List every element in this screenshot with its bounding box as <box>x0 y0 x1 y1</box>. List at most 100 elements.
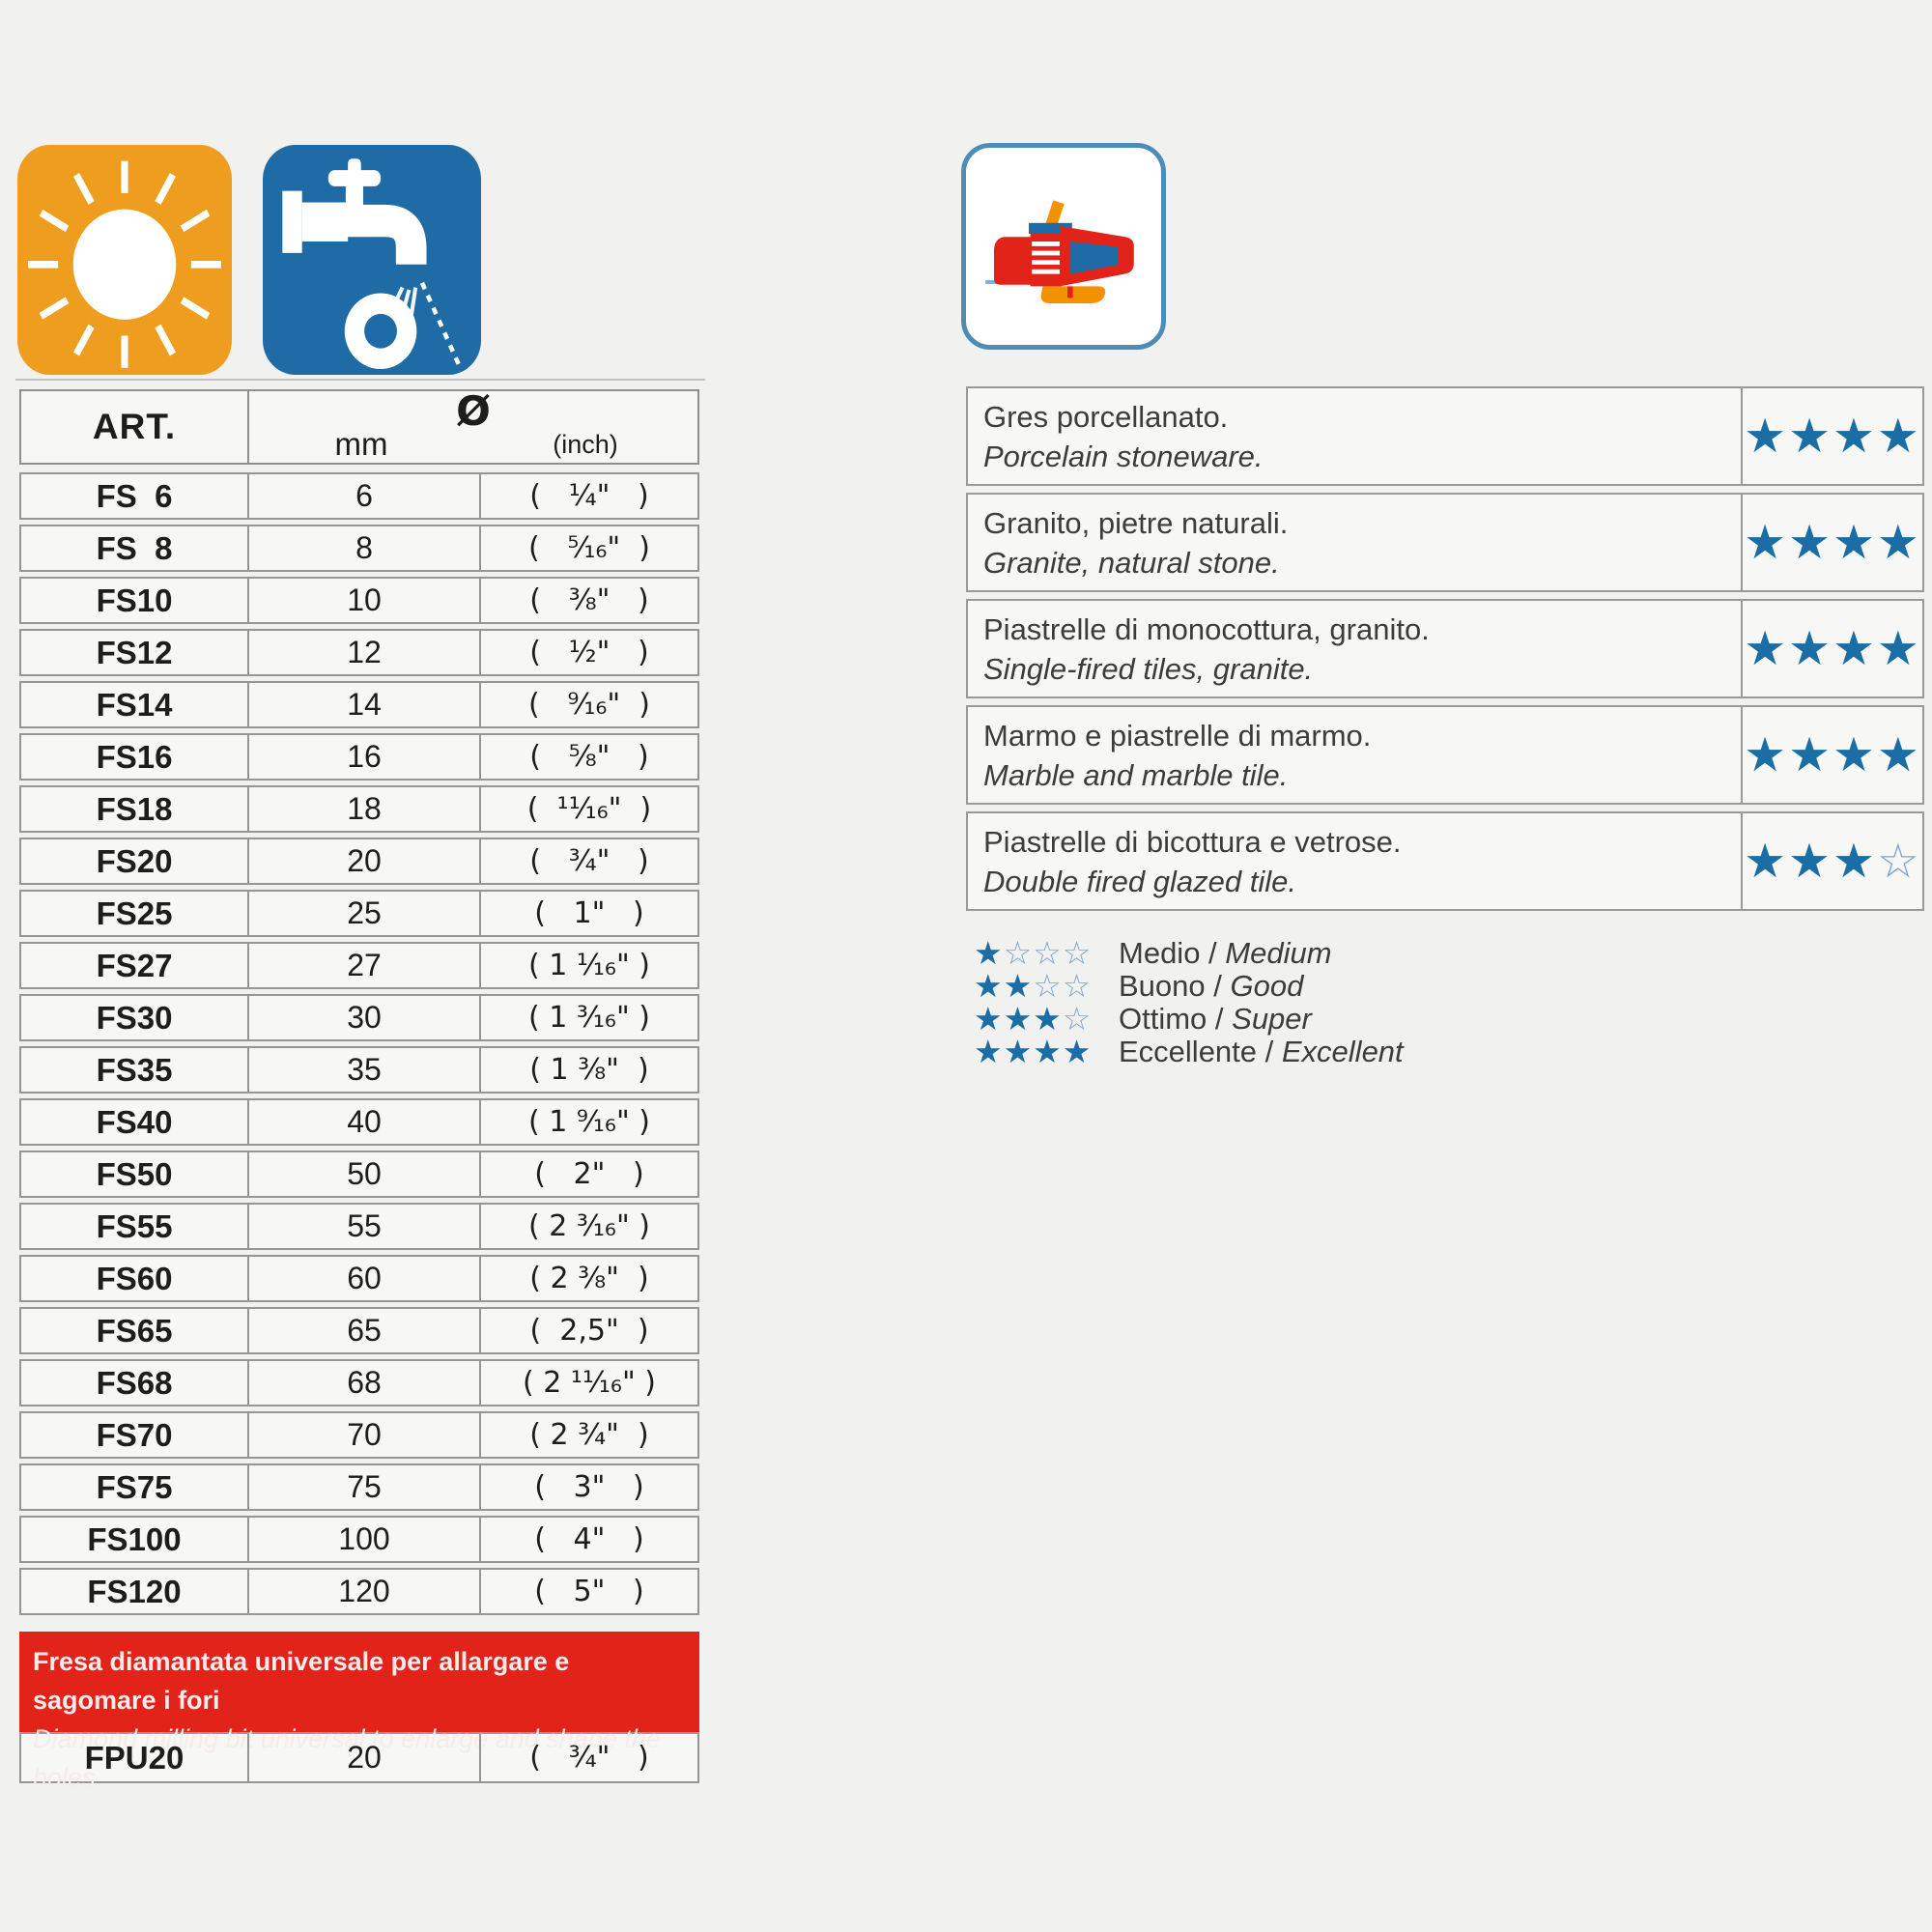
table-row: FS 6 6 ( ¹⁄₄" ) <box>19 472 699 520</box>
rating-row: Gres porcellanato. Porcelain stoneware. … <box>966 386 1924 486</box>
diameter-mm-value: 35 <box>249 1048 481 1092</box>
star-rating: ★★★★ <box>1741 601 1922 696</box>
article-code: FS70 <box>21 1413 249 1457</box>
table-row: FS27 27 ( 1 ¹⁄₁₆" ) <box>19 942 699 989</box>
material-name: Gres porcellanato. Porcelain stoneware. <box>968 388 1741 484</box>
column-header-mm: mm <box>334 426 388 462</box>
table-row: FS40 40 ( 1 ⁹⁄₁₆" ) <box>19 1098 699 1146</box>
diameter-mm-value: 120 <box>249 1570 481 1613</box>
diameter-symbol: Ø <box>456 387 491 435</box>
diameter-mm-value: 100 <box>249 1518 481 1561</box>
diameter-mm-value: 55 <box>249 1205 481 1248</box>
diameter-mm-value: 18 <box>249 787 481 831</box>
material-name-english: Single-fired tiles, granite. <box>983 652 1314 686</box>
diameter-inch-value: ( 2 ³⁄₁₆" ) <box>528 1209 650 1243</box>
legend-separator: / <box>1205 969 1231 1003</box>
diameter-mm-value: 68 <box>249 1361 481 1405</box>
diameter-inch-value: ( ⁵⁄₁₆" ) <box>528 531 650 565</box>
diameter-inch-value: ( ¹⁄₄" ) <box>529 479 649 513</box>
filled-stars: ★★★ <box>974 1000 1063 1037</box>
article-code: FS18 <box>21 787 249 831</box>
table-row: FS12 12 ( ¹⁄₂" ) <box>19 629 699 676</box>
diameter-mm-value: 10 <box>249 579 481 622</box>
filled-stars: ★★★★ <box>1744 409 1921 464</box>
article-code: FS16 <box>21 735 249 779</box>
table-row: FS68 68 ( 2 ¹¹⁄₁₆" ) <box>19 1359 699 1406</box>
diameter-inch-value: ( ⁵⁄₈" ) <box>529 740 649 774</box>
article-code: FS12 <box>21 631 249 674</box>
legend-stars: ★☆☆☆ <box>974 937 1119 970</box>
legend-label-italian: Ottimo <box>1119 1002 1208 1036</box>
table-row: FS50 50 ( 2" ) <box>19 1151 699 1198</box>
diameter-mm-value: 65 <box>249 1309 481 1352</box>
filled-stars: ★★★★ <box>1744 727 1921 782</box>
legend-label-italian: Medio <box>1119 936 1201 970</box>
legend-label: Ottimo / Super <box>1119 1002 1312 1037</box>
legend-row: ★★★★ Eccellente / Excellent <box>974 1035 1404 1068</box>
table-row: FS30 30 ( 1 ³⁄₁₆" ) <box>19 994 699 1041</box>
diameter-inch-value: ( 1 ¹⁄₁₆" ) <box>528 949 650 982</box>
article-code: FS75 <box>21 1465 249 1509</box>
article-code: FS 6 <box>21 474 249 518</box>
table-row: FS60 60 ( 2 ³⁄₈" ) <box>19 1255 699 1302</box>
article-code: FS120 <box>21 1570 249 1613</box>
star-rating: ★★★★ <box>1741 495 1922 590</box>
material-name: Granito, pietre naturali. Granite, natur… <box>968 495 1741 590</box>
sun-icon <box>17 145 232 375</box>
article-code: FPU20 <box>21 1734 249 1781</box>
table-row: FS100 100 ( 4" ) <box>19 1516 699 1563</box>
diameter-mm-value: 14 <box>249 683 481 726</box>
diameter-inch-value: ( 2 ¹¹⁄₁₆" ) <box>522 1366 657 1400</box>
legend-label-english: Excellent <box>1281 1035 1404 1068</box>
article-code: FS 8 <box>21 526 249 570</box>
diameter-inch-value: ( ¹⁄₂" ) <box>529 636 649 669</box>
filled-stars: ★★★ <box>1744 834 1877 889</box>
legend-label-english: Medium <box>1225 936 1332 970</box>
diameter-mm-value: 75 <box>249 1465 481 1509</box>
table-row: FS16 16 ( ⁵⁄₈" ) <box>19 733 699 781</box>
legend-label-english: Super <box>1232 1002 1312 1036</box>
diameter-inch-value: ( 1 ⁹⁄₁₆" ) <box>528 1105 650 1139</box>
material-name-english: Porcelain stoneware. <box>983 440 1264 473</box>
material-name-english: Granite, natural stone. <box>983 546 1280 580</box>
diameter-mm-value: 40 <box>249 1100 481 1144</box>
article-code: FS35 <box>21 1048 249 1092</box>
table-row: FS14 14 ( ⁹⁄₁₆" ) <box>19 681 699 728</box>
diameter-mm-value: 12 <box>249 631 481 674</box>
table-row: FS70 70 ( 2 ³⁄₄" ) <box>19 1411 699 1459</box>
legend-separator: / <box>1257 1035 1282 1068</box>
legend-row: ★★☆☆ Buono / Good <box>974 969 1404 1003</box>
size-table: ART. Ø mm (inch) FS 6 6 ( ¹⁄₄" ) FS 8 8 … <box>15 379 705 1792</box>
diameter-inch-value: ( ³⁄₄" ) <box>529 1741 649 1775</box>
diameter-mm-value: 50 <box>249 1152 481 1196</box>
diameter-inch-value: ( ³⁄₄" ) <box>529 844 649 878</box>
empty-stars: ☆ <box>1876 834 1921 889</box>
filled-stars: ★ <box>974 934 1004 972</box>
article-code: FS14 <box>21 683 249 726</box>
legend-stars: ★★☆☆ <box>974 970 1119 1003</box>
legend-stars: ★★★☆ <box>974 1003 1119 1036</box>
column-header-inch: (inch) <box>553 430 618 459</box>
table-row: FS55 55 ( 2 ³⁄₁₆" ) <box>19 1203 699 1250</box>
diameter-mm-value: 20 <box>249 1734 481 1781</box>
diameter-mm-value: 25 <box>249 892 481 935</box>
material-name-italian: Piastrelle di monocottura, granito. <box>983 612 1430 646</box>
table-row: FS 8 8 ( ⁵⁄₁₆" ) <box>19 525 699 572</box>
article-code: FS40 <box>21 1100 249 1144</box>
diameter-mm-value: 70 <box>249 1413 481 1457</box>
article-code: FS27 <box>21 944 249 987</box>
material-name: Marmo e piastrelle di marmo. Marble and … <box>968 707 1741 803</box>
article-code: FS60 <box>21 1257 249 1300</box>
table-row: FPU20 20 ( ³⁄₄" ) <box>19 1732 699 1783</box>
article-code: FS50 <box>21 1152 249 1196</box>
diameter-inch-value: ( ¹¹⁄₁₆" ) <box>526 792 652 826</box>
star-rating: ★★★ ☆ <box>1741 813 1922 909</box>
rating-row: Granito, pietre naturali. Granite, natur… <box>966 493 1924 592</box>
article-code: FS55 <box>21 1205 249 1248</box>
article-code: FS20 <box>21 839 249 883</box>
diameter-mm-value: 27 <box>249 944 481 987</box>
article-code: FS100 <box>21 1518 249 1561</box>
legend-row: ★☆☆☆ Medio / Medium <box>974 936 1404 970</box>
diameter-inch-value: ( 1 ³⁄₁₆" ) <box>528 1001 650 1035</box>
diameter-inch-value: ( 2,5" ) <box>529 1314 649 1348</box>
